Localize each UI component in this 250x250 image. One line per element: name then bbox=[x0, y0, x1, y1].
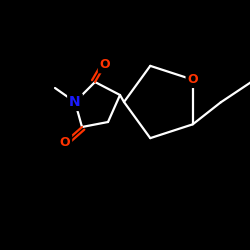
Text: N: N bbox=[69, 95, 81, 109]
Text: O: O bbox=[188, 73, 198, 86]
Text: O: O bbox=[100, 58, 110, 71]
Text: O: O bbox=[60, 136, 70, 148]
